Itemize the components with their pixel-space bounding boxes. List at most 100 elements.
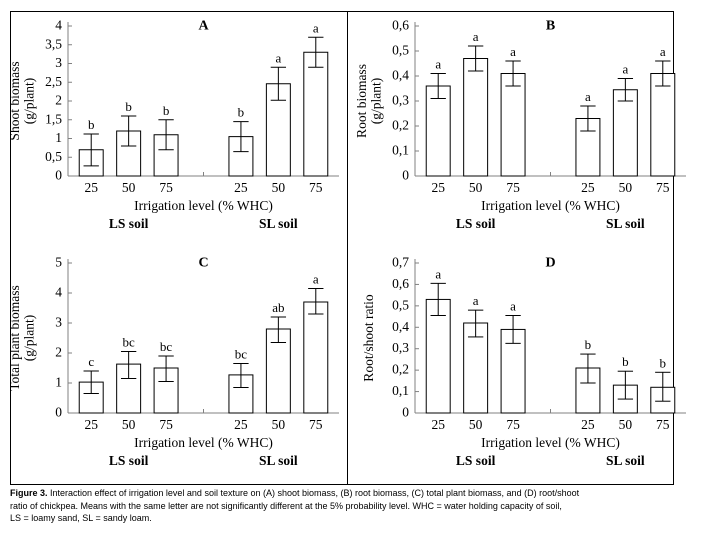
svg-text:3: 3 (55, 55, 62, 70)
svg-text:0,2: 0,2 (392, 362, 409, 377)
svg-text:0,5: 0,5 (392, 297, 409, 312)
svg-text:4: 4 (55, 18, 62, 33)
svg-text:LS soil: LS soil (456, 216, 496, 231)
svg-text:0,3: 0,3 (392, 93, 409, 108)
svg-text:(g/plant): (g/plant) (368, 78, 383, 125)
svg-text:Root/shoot ratio: Root/shoot ratio (361, 294, 376, 382)
svg-text:Irrigation level (% WHC): Irrigation level (% WHC) (134, 198, 273, 213)
svg-text:Irrigation level (% WHC): Irrigation level (% WHC) (134, 435, 273, 450)
svg-text:3: 3 (55, 315, 62, 330)
svg-text:0,3: 0,3 (392, 340, 409, 355)
svg-text:50: 50 (122, 417, 136, 432)
svg-text:bc: bc (122, 335, 135, 350)
svg-text:a: a (435, 57, 441, 72)
svg-text:LS soil: LS soil (109, 216, 149, 231)
svg-text:b: b (660, 355, 667, 370)
svg-text:75: 75 (656, 180, 670, 195)
svg-text:25: 25 (234, 180, 248, 195)
svg-text:25: 25 (84, 180, 98, 195)
svg-text:(g/plant): (g/plant) (21, 78, 36, 125)
svg-text:a: a (473, 29, 479, 44)
svg-text:75: 75 (656, 417, 670, 432)
svg-text:a: a (585, 89, 591, 104)
svg-text:0,7: 0,7 (392, 255, 409, 270)
svg-text:75: 75 (309, 180, 323, 195)
svg-text:50: 50 (272, 417, 286, 432)
svg-text:0,4: 0,4 (392, 319, 409, 334)
svg-text:Root biomass: Root biomass (357, 64, 369, 138)
svg-text:LS soil: LS soil (109, 453, 149, 468)
svg-text:A: A (198, 19, 209, 34)
svg-text:B: B (546, 19, 555, 34)
svg-text:a: a (313, 20, 319, 35)
svg-text:ab: ab (272, 300, 284, 315)
svg-text:SL soil: SL soil (259, 453, 298, 468)
svg-text:0: 0 (55, 405, 62, 420)
svg-text:75: 75 (506, 180, 520, 195)
svg-text:bc: bc (235, 347, 248, 362)
svg-text:1: 1 (55, 130, 62, 145)
svg-text:25: 25 (234, 417, 248, 432)
svg-text:c: c (88, 354, 94, 369)
svg-text:75: 75 (309, 417, 323, 432)
svg-text:50: 50 (619, 417, 633, 432)
svg-text:a: a (435, 266, 441, 281)
svg-text:b: b (622, 354, 629, 369)
svg-text:25: 25 (581, 417, 595, 432)
svg-text:b: b (163, 103, 170, 118)
svg-text:Irrigation level (% WHC): Irrigation level (% WHC) (481, 435, 620, 450)
svg-text:2: 2 (55, 93, 62, 108)
svg-text:Shoot biomass: Shoot biomass (10, 61, 22, 140)
svg-text:75: 75 (506, 417, 520, 432)
svg-text:50: 50 (272, 180, 286, 195)
svg-text:0,5: 0,5 (45, 149, 62, 164)
svg-text:0: 0 (402, 405, 409, 420)
svg-text:25: 25 (581, 180, 595, 195)
svg-text:2: 2 (55, 345, 62, 360)
svg-text:3,5: 3,5 (45, 36, 62, 51)
svg-text:1: 1 (55, 375, 62, 390)
svg-text:0,5: 0,5 (392, 43, 409, 58)
svg-text:0,4: 0,4 (392, 68, 409, 83)
svg-text:D: D (545, 256, 555, 271)
svg-text:a: a (660, 44, 666, 59)
svg-text:50: 50 (469, 417, 483, 432)
svg-text:LS soil: LS soil (456, 453, 496, 468)
svg-text:(g/plant): (g/plant) (21, 315, 36, 362)
svg-text:a: a (510, 299, 516, 314)
svg-text:SL soil: SL soil (259, 216, 298, 231)
svg-text:50: 50 (122, 180, 136, 195)
svg-text:50: 50 (619, 180, 633, 195)
svg-text:b: b (88, 117, 95, 132)
svg-text:25: 25 (84, 417, 98, 432)
svg-text:1,5: 1,5 (45, 111, 62, 126)
svg-text:25: 25 (431, 417, 445, 432)
svg-text:2,5: 2,5 (45, 74, 62, 89)
svg-text:b: b (585, 337, 592, 352)
svg-text:b: b (238, 105, 245, 120)
svg-text:25: 25 (431, 180, 445, 195)
svg-text:75: 75 (159, 180, 173, 195)
svg-text:0: 0 (402, 168, 409, 183)
svg-text:a: a (473, 293, 479, 308)
svg-text:a: a (313, 272, 319, 287)
svg-text:a: a (510, 44, 516, 59)
svg-text:C: C (198, 256, 208, 271)
svg-text:a: a (622, 62, 628, 77)
svg-text:0,1: 0,1 (392, 383, 409, 398)
svg-text:0,6: 0,6 (392, 276, 409, 291)
svg-text:b: b (125, 99, 132, 114)
svg-text:0,1: 0,1 (392, 143, 409, 158)
svg-text:0,6: 0,6 (392, 18, 409, 33)
svg-text:bc: bc (160, 339, 173, 354)
svg-text:SL soil: SL soil (606, 216, 645, 231)
svg-text:50: 50 (469, 180, 483, 195)
svg-text:a: a (275, 50, 281, 65)
svg-text:Total plant biomass: Total plant biomass (10, 285, 22, 391)
svg-text:0: 0 (55, 168, 62, 183)
svg-text:SL soil: SL soil (606, 453, 645, 468)
svg-text:Irrigation level (% WHC): Irrigation level (% WHC) (481, 198, 620, 213)
svg-text:75: 75 (159, 417, 173, 432)
svg-text:4: 4 (55, 285, 62, 300)
svg-text:5: 5 (55, 255, 62, 270)
